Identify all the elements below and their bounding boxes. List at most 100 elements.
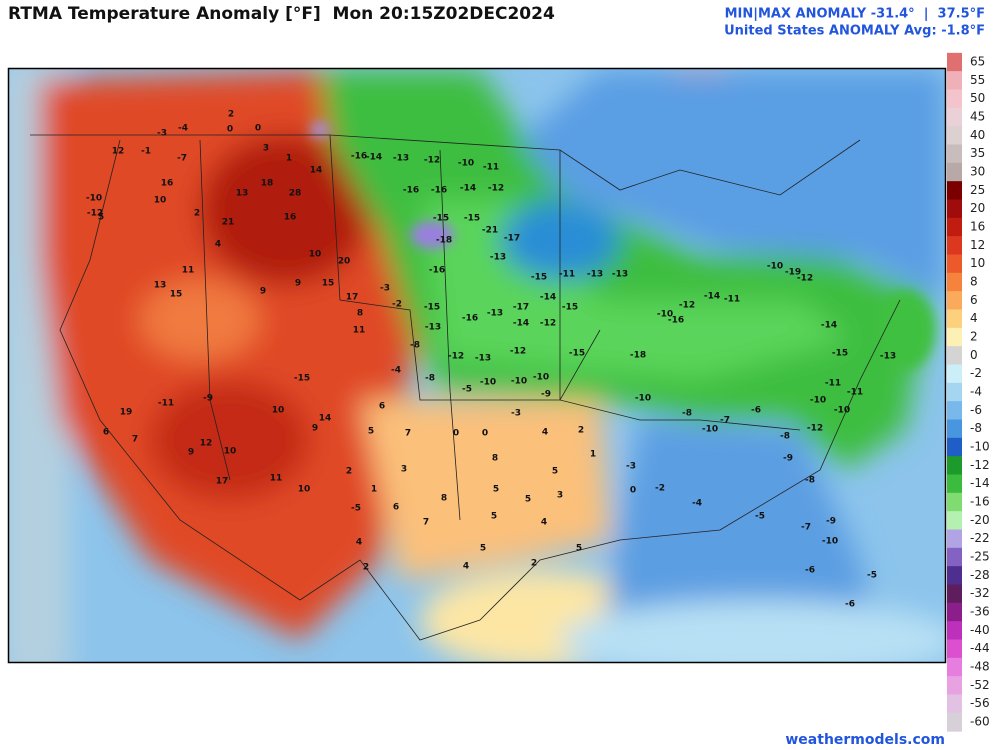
station-anomaly: -1 [141,147,151,157]
station-anomaly: 4 [215,240,221,250]
colorbar-label: -10 [970,440,990,454]
station-anomaly: -4 [692,499,702,509]
colorbar-cell [947,639,962,659]
station-anomaly: -15 [433,214,449,224]
colorbar-label: 35 [970,146,985,160]
colorbar-label: 40 [970,128,985,142]
station-anomaly: -9 [541,390,551,400]
colorbar-label: -14 [970,476,990,490]
colorbar-label: 50 [970,91,985,105]
station-anomaly: 7 [132,435,138,445]
station-anomaly: -8 [425,374,435,384]
colorbar-label: 10 [970,256,985,270]
station-anomaly: -12 [424,156,440,166]
footer: weathermodels.com [785,732,945,748]
station-anomaly: -21 [482,226,498,236]
station-anomaly: 5 [480,544,486,554]
station-anomaly: -15 [294,374,310,384]
station-anomaly: -13 [490,253,506,263]
station-anomaly: -8 [780,432,790,442]
station-anomaly: 9 [260,287,266,297]
colorbar-cell [947,419,962,439]
station-anomaly: -9 [783,454,793,464]
colorbar-cell [947,71,962,90]
station-anomaly: -13 [487,309,503,319]
station-anomaly: -10 [810,396,826,406]
station-anomaly: 20 [338,257,351,267]
station-anomaly: -16 [462,314,478,324]
station-anomaly: -11 [559,270,575,280]
station-anomaly: -15 [424,303,440,313]
colorbar-label: -44 [970,641,990,655]
colorbar-label: -36 [970,605,990,619]
colorbar-label: -8 [970,421,982,435]
colorbar-cell [947,327,962,347]
station-anomaly: 0 [630,486,636,496]
station-anomaly: -10 [657,310,673,320]
colorbar-cell [947,437,962,457]
station-anomaly: 2 [194,209,200,219]
station-anomaly: 10 [224,447,237,457]
station-anomaly: -15 [562,303,578,313]
station-anomaly: 2 [346,467,352,477]
station-anomaly: 28 [289,189,302,199]
colorbar-cell [947,144,962,164]
station-anomaly: 1 [590,450,596,460]
station-anomaly: 13 [236,189,249,199]
colorbar-label: 25 [970,183,985,197]
station-anomaly: 12 [112,147,125,157]
colorbar-label: 0 [970,348,978,362]
station-anomaly: -5 [351,504,361,514]
station-anomaly: -16 [351,152,367,162]
colorbar-label: -56 [970,696,990,710]
station-anomaly: 4 [541,518,547,528]
station-anomaly: 6 [393,503,399,513]
station-anomaly: 9 [188,448,194,458]
station-anomaly: 16 [284,213,297,223]
station-anomaly: -9 [203,394,213,404]
station-anomaly: 7 [423,518,429,528]
station-anomaly: 2 [531,559,537,569]
colorbar-label: -25 [970,550,990,564]
colorbar-cell [947,254,962,274]
min-max: MIN|MAX ANOMALY -31.4° | 37.5°F [725,7,985,22]
average: United States ANOMALY Avg: -1.8°F [724,24,985,39]
station-anomaly: 14 [319,414,332,424]
colorbar-label: -28 [970,568,990,582]
station-anomaly: -4 [391,366,401,376]
colorbar-cell [947,456,962,475]
station-anomaly: -10 [767,262,783,272]
station-anomaly: -16 [668,316,684,326]
station-anomaly: -9 [826,517,836,527]
station-anomaly: 5 [525,495,531,505]
colorbar-cell [947,236,962,255]
station-anomaly: -14 [540,293,556,303]
station-anomaly: -10 [86,194,102,204]
station-anomaly: -15 [464,214,480,224]
station-anomaly: 0 [453,429,459,439]
station-anomaly: -17 [504,234,520,244]
station-anomaly: 5 [98,213,104,223]
station-anomaly: -11 [158,399,174,409]
station-anomaly: 3 [401,465,407,475]
station-anomaly: -14 [821,321,837,331]
station-anomaly: 8 [357,309,363,319]
colorbar-cell [947,712,962,732]
station-anomaly: 5 [491,512,497,522]
colorbar-label: -48 [970,660,990,674]
station-anomaly: 3 [557,491,563,501]
station-anomaly: -3 [511,409,521,419]
colorbar-cell [947,89,962,109]
colorbar-cell [947,52,962,72]
colorbar-label: -20 [970,513,990,527]
colorbar-label: 12 [970,238,985,252]
map-frame [7,67,947,664]
title: RTMA Temperature Anomaly [°F] Mon 20:15Z… [8,4,555,24]
station-anomaly: 17 [346,293,359,303]
station-anomaly: -13 [393,154,409,164]
colorbar-cell [947,346,962,365]
colorbar-label: -40 [970,623,990,637]
station-anomaly: -12 [488,184,504,194]
station-anomaly: -12 [510,347,526,357]
